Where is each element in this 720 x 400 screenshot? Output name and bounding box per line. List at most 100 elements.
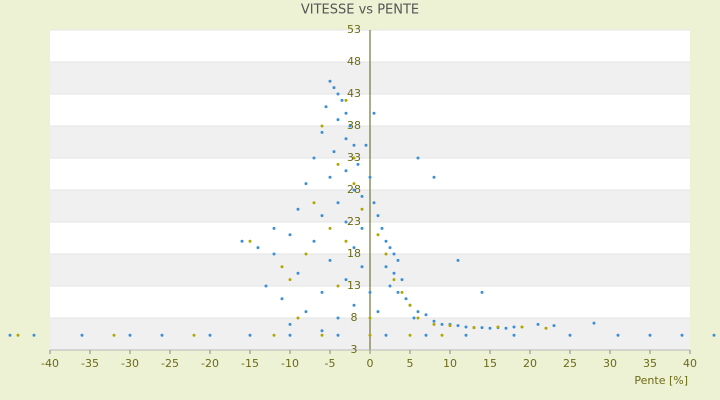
point [296, 316, 300, 320]
point [404, 297, 408, 301]
y-tick-label: 23 [347, 215, 361, 228]
point [248, 333, 252, 337]
point [160, 333, 164, 337]
point [544, 326, 548, 330]
x-tick-label: 5 [407, 357, 414, 370]
point [352, 246, 356, 250]
point [392, 278, 396, 282]
point [352, 303, 356, 307]
point [288, 233, 292, 237]
point [336, 201, 340, 205]
point [432, 319, 436, 323]
point [376, 214, 380, 218]
y-tick-label: 53 [347, 23, 361, 36]
point [320, 124, 324, 128]
point [512, 325, 516, 329]
x-tick-label: 20 [523, 357, 537, 370]
point [568, 333, 572, 337]
point [336, 118, 340, 122]
x-tick-label: 10 [443, 357, 457, 370]
x-tick-label: -20 [201, 357, 219, 370]
point [372, 111, 376, 115]
point [296, 207, 300, 211]
point [512, 333, 516, 337]
point [416, 156, 420, 160]
point [616, 333, 620, 337]
point [312, 201, 316, 205]
point [372, 201, 376, 205]
point [396, 258, 400, 262]
point [16, 333, 20, 337]
point [368, 290, 372, 294]
point [344, 278, 348, 282]
point [248, 239, 252, 243]
y-tick-label: 13 [347, 279, 361, 292]
point [192, 333, 196, 337]
point [280, 265, 284, 269]
point [380, 226, 384, 230]
point [348, 124, 352, 128]
point [364, 143, 368, 147]
point [272, 333, 276, 337]
point [712, 333, 716, 337]
y-tick-label: 33 [347, 151, 361, 164]
x-axis-label: Pente [%] [634, 374, 688, 387]
point [328, 79, 332, 83]
point [340, 98, 344, 102]
point [424, 333, 428, 337]
point [304, 182, 308, 186]
point [288, 278, 292, 282]
y-tick-label: 48 [347, 55, 361, 68]
point [400, 290, 404, 294]
point [344, 137, 348, 141]
y-tick-label: 3 [351, 343, 358, 356]
point [464, 325, 468, 329]
point [648, 333, 652, 337]
x-tick-label: -10 [281, 357, 299, 370]
point [344, 169, 348, 173]
point [280, 297, 284, 301]
point [320, 130, 324, 134]
x-tick-label: 0 [367, 357, 374, 370]
point [416, 310, 420, 314]
point [448, 324, 452, 328]
point [304, 310, 308, 314]
point [208, 333, 212, 337]
point [440, 333, 444, 337]
point [344, 98, 348, 102]
point [440, 322, 444, 326]
point [376, 310, 380, 314]
point [456, 258, 460, 262]
point [400, 278, 404, 282]
point [336, 316, 340, 320]
x-tick-label: -15 [241, 357, 259, 370]
point [320, 329, 324, 333]
point [296, 271, 300, 275]
x-tick-label: 30 [603, 357, 617, 370]
point [320, 333, 324, 337]
point [680, 333, 684, 337]
y-tick-label: 28 [347, 183, 361, 196]
point [424, 313, 428, 317]
point [536, 322, 540, 326]
point [360, 265, 364, 269]
point [336, 92, 340, 96]
point [456, 324, 460, 328]
point [272, 252, 276, 256]
point [320, 214, 324, 218]
point [272, 226, 276, 230]
point [32, 333, 36, 337]
x-tick-label: 35 [643, 357, 657, 370]
point [464, 333, 468, 337]
point [356, 162, 360, 166]
point [264, 284, 268, 288]
point [8, 333, 12, 337]
point [360, 207, 364, 211]
point [396, 290, 400, 294]
point [480, 326, 484, 330]
chart-title: VITESSE vs PENTE [301, 3, 419, 18]
x-tick-label: 40 [683, 357, 697, 370]
y-tick-label: 18 [347, 247, 361, 260]
point [336, 162, 340, 166]
point [376, 233, 380, 237]
